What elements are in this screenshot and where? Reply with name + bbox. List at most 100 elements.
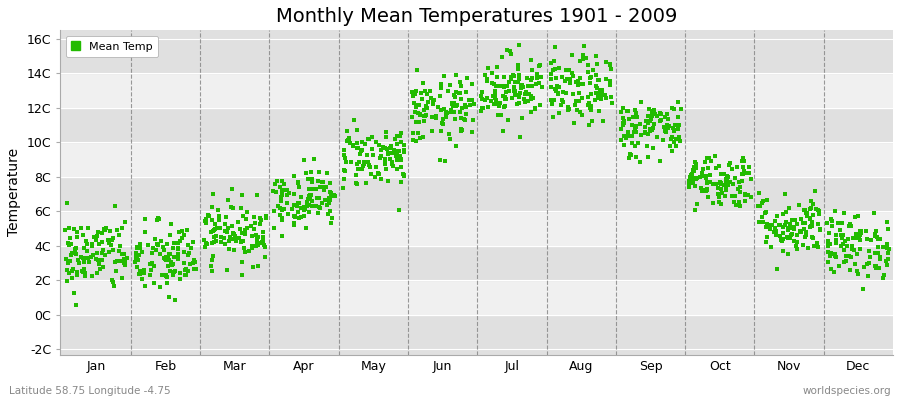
Point <box>92 241 106 248</box>
Point <box>170 252 184 258</box>
Point <box>135 276 149 282</box>
Point <box>666 125 680 131</box>
Point <box>644 112 659 119</box>
Point <box>412 111 427 118</box>
Point <box>489 83 503 89</box>
Point <box>697 173 711 180</box>
Point <box>233 205 248 212</box>
Point <box>876 275 890 281</box>
Point <box>219 214 233 221</box>
Point <box>481 76 495 82</box>
Point <box>576 56 590 62</box>
Point <box>173 238 187 244</box>
Point <box>725 166 740 172</box>
Point <box>662 116 676 122</box>
Point <box>781 204 796 211</box>
Point <box>595 87 609 94</box>
Point <box>704 158 718 164</box>
Point <box>508 92 523 98</box>
Point <box>763 226 778 232</box>
Point <box>789 243 804 250</box>
Point <box>361 136 375 142</box>
Point <box>853 231 868 237</box>
Point <box>514 83 528 89</box>
Point <box>449 89 464 96</box>
Point <box>291 179 305 185</box>
Point <box>277 181 292 187</box>
Point <box>163 232 177 238</box>
Point <box>388 136 402 142</box>
Point <box>312 205 327 211</box>
Point <box>59 200 74 206</box>
Point <box>166 262 180 268</box>
Point <box>716 190 730 196</box>
Point <box>480 95 494 102</box>
Point <box>208 226 222 233</box>
Point <box>446 92 461 98</box>
Point <box>859 228 873 234</box>
Point <box>340 138 355 144</box>
Point <box>379 166 393 172</box>
Point <box>366 152 381 158</box>
Point <box>211 207 225 214</box>
Point <box>824 251 838 257</box>
Point <box>238 227 253 233</box>
Point <box>623 133 637 139</box>
Point <box>602 81 616 87</box>
Point <box>854 228 868 234</box>
Point <box>794 229 808 235</box>
Point <box>90 228 104 235</box>
Point <box>113 243 128 250</box>
Point <box>316 179 330 186</box>
Point <box>772 233 787 239</box>
Point <box>185 259 200 266</box>
Point <box>489 97 503 104</box>
Point <box>276 206 291 212</box>
Point <box>873 256 887 262</box>
Point <box>500 117 515 123</box>
Point <box>848 214 862 220</box>
Point <box>824 218 839 224</box>
Point <box>703 172 717 178</box>
Point <box>70 269 85 275</box>
Point <box>356 159 371 166</box>
Point <box>410 102 424 108</box>
Point <box>518 89 533 96</box>
Point <box>132 252 147 258</box>
Point <box>301 196 315 202</box>
Point <box>266 208 281 215</box>
Point <box>714 171 728 178</box>
Point <box>378 144 392 151</box>
Point <box>824 249 839 256</box>
Point <box>643 118 657 124</box>
Point <box>776 211 790 218</box>
Point <box>149 241 164 248</box>
Point <box>701 194 716 200</box>
Point <box>671 133 686 140</box>
Point <box>454 83 468 89</box>
Point <box>778 219 793 225</box>
Point <box>180 226 194 233</box>
Point <box>833 227 848 233</box>
Point <box>690 200 705 207</box>
Point <box>873 236 887 242</box>
Point <box>218 241 232 247</box>
Point <box>562 66 576 73</box>
Point <box>823 252 837 259</box>
Point <box>153 250 167 257</box>
Point <box>273 184 287 190</box>
Point <box>390 141 404 148</box>
Point <box>813 226 827 233</box>
Point <box>248 220 262 226</box>
Point <box>580 69 595 75</box>
Point <box>168 297 183 303</box>
Point <box>545 101 560 107</box>
Point <box>107 283 122 290</box>
Point <box>221 237 236 244</box>
Point <box>737 158 751 164</box>
Point <box>114 225 129 232</box>
Point <box>756 219 770 225</box>
Point <box>117 259 131 266</box>
Point <box>72 260 86 266</box>
Point <box>386 163 400 169</box>
